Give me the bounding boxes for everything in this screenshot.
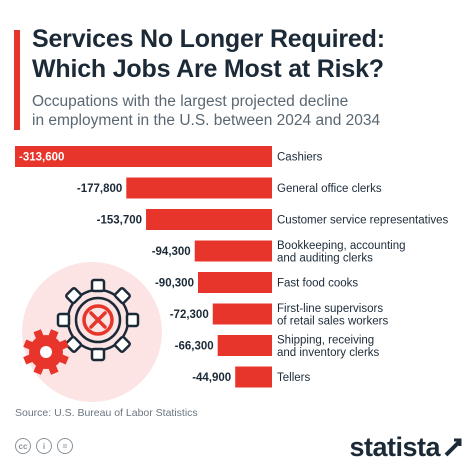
bar [146, 209, 272, 230]
statista-logo[interactable]: statista [349, 432, 440, 462]
bar [212, 303, 272, 325]
bar-value-label: -72,300 [170, 309, 209, 321]
category-label: General office clerks [277, 183, 382, 195]
category-label: Cashiers [277, 152, 323, 164]
bar [235, 366, 272, 388]
subtitle-line-2: in employment in the U.S. between 2024 a… [32, 112, 381, 129]
chart-subtitle: Occupations with the largest projected d… [32, 92, 462, 130]
bar [15, 146, 272, 167]
category-label: Bookkeeping, accounting and auditing cler… [277, 240, 406, 265]
bar-value-label: -313,600 [19, 152, 64, 164]
bar-value-label: -94,300 [152, 246, 191, 258]
category-label: Shipping, receiving and inventory clerks [277, 334, 380, 359]
statista-logo-mark-icon [444, 438, 462, 457]
cc-license-icon[interactable]: cc [15, 438, 31, 454]
category-label: Customer service representatives [277, 215, 449, 227]
bar [217, 335, 272, 356]
bar [194, 240, 272, 262]
bar-value-label: -177,800 [77, 183, 122, 195]
attribution-icon[interactable]: i [36, 438, 52, 454]
bar-value-label: -44,900 [192, 372, 231, 384]
bar-value-label: -66,300 [175, 341, 214, 353]
no-derivatives-icon[interactable]: = [57, 438, 73, 454]
subtitle-line-1: Occupations with the largest projected d… [32, 93, 349, 110]
category-label: Fast food cooks [277, 278, 358, 290]
chart-title: Services No Longer Required: Which Jobs … [32, 24, 462, 84]
bar [197, 272, 272, 293]
title-line-1: Services No Longer Required: [32, 25, 385, 53]
gear-with-x-icon [22, 262, 162, 402]
title-line-2: Which Jobs Are Most at Risk? [32, 55, 384, 83]
category-label: First-line supervisors of retail sales wo… [277, 303, 388, 328]
accent-bar [14, 30, 20, 130]
footer: cc i = statista [0, 432, 474, 474]
category-label: Tellers [277, 372, 310, 384]
bar [126, 177, 272, 199]
bar-value-label: -153,700 [97, 215, 142, 227]
source-note: Source: U.S. Bureau of Labor Statistics [15, 407, 198, 419]
bar-value-label: -90,300 [155, 278, 194, 290]
